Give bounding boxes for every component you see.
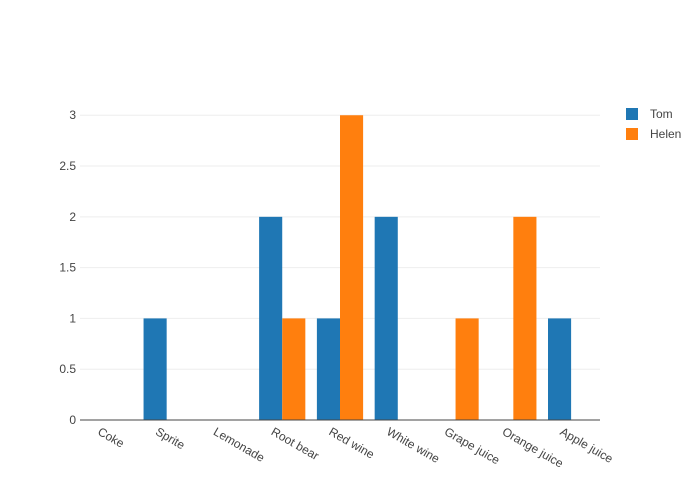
bar-helen-red-wine bbox=[340, 115, 364, 420]
bar-tom-sprite bbox=[143, 318, 167, 420]
x-tick-label: Grape juice bbox=[442, 424, 502, 467]
x-tick-label: Lemonade bbox=[211, 424, 267, 465]
x-tick-label: Red wine bbox=[327, 424, 378, 461]
bars bbox=[143, 115, 572, 420]
bar-tom-root-bear bbox=[259, 216, 283, 420]
y-tick-label: 0.5 bbox=[59, 362, 76, 376]
x-tick-label: Apple juice bbox=[558, 424, 616, 466]
y-tick-label: 2.5 bbox=[59, 159, 76, 173]
bar-helen-root-bear bbox=[282, 318, 306, 420]
y-tick-label: 3 bbox=[69, 108, 76, 122]
legend-swatch-tom[interactable] bbox=[626, 108, 638, 120]
bar-helen-orange-juice bbox=[513, 216, 537, 420]
legend: Tom Helen bbox=[626, 107, 681, 141]
bar-tom-apple-juice bbox=[548, 318, 572, 420]
bar-tom-white-wine bbox=[374, 216, 398, 420]
x-tick-label: Root bear bbox=[269, 424, 322, 462]
x-tick-label: Sprite bbox=[153, 424, 187, 452]
y-tick-label: 1 bbox=[69, 311, 76, 325]
legend-swatch-helen[interactable] bbox=[626, 128, 638, 140]
y-tick-label: 1.5 bbox=[59, 261, 76, 275]
x-tick-label: Orange juice bbox=[500, 424, 566, 470]
x-tick-label: Coke bbox=[95, 424, 127, 450]
x-tick-label: White wine bbox=[384, 424, 442, 466]
legend-label-helen[interactable]: Helen bbox=[650, 127, 681, 141]
legend-label-tom[interactable]: Tom bbox=[650, 107, 673, 121]
y-tick-label: 2 bbox=[69, 210, 76, 224]
bar-helen-grape-juice bbox=[455, 318, 479, 420]
y-tick-label: 0 bbox=[69, 413, 76, 427]
bar-tom-red-wine bbox=[316, 318, 340, 420]
